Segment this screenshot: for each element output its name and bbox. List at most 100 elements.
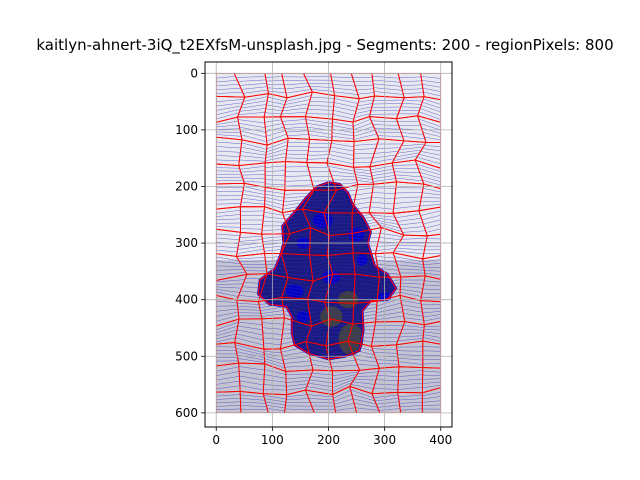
flow-line	[264, 358, 285, 365]
flow-line	[377, 245, 397, 247]
flow-line	[263, 245, 285, 249]
flow-line	[423, 219, 441, 225]
segment	[421, 367, 441, 394]
flow-line	[354, 171, 372, 175]
flow-line	[241, 197, 265, 202]
flow-line	[284, 408, 313, 411]
flow-line	[371, 158, 395, 163]
flow-line	[267, 96, 286, 102]
flow-line	[242, 190, 266, 195]
flow-line	[398, 357, 423, 361]
flow-line	[236, 333, 264, 341]
flow-line	[332, 371, 358, 377]
flow-line	[400, 106, 421, 108]
flow-line	[353, 307, 377, 312]
flow-line	[354, 269, 379, 275]
flow-line	[216, 272, 246, 276]
flow-line	[238, 366, 265, 371]
flow-line	[266, 133, 288, 142]
flow-line	[421, 80, 441, 84]
flow-line	[399, 401, 423, 404]
flow-line	[353, 122, 373, 130]
flow-line	[240, 210, 265, 212]
flow-line	[353, 133, 378, 140]
flow-line	[395, 260, 424, 265]
figure-title: kaitlyn-ahnert-3iQ_t2EXfsM-unsplash.jpg …	[36, 36, 613, 55]
flow-line	[239, 83, 267, 86]
flow-line	[400, 300, 422, 305]
flow-line	[241, 86, 268, 90]
flow-line	[394, 256, 424, 263]
flow-line	[285, 95, 312, 102]
flow-line	[329, 323, 353, 328]
flow-line	[309, 401, 335, 404]
flow-line	[424, 272, 441, 276]
flow-line	[264, 193, 285, 198]
flow-line	[308, 105, 334, 107]
flow-line	[376, 302, 402, 310]
flow-line	[403, 313, 424, 317]
flow-line	[398, 244, 425, 247]
flow-line	[398, 149, 421, 154]
flow-line	[398, 395, 423, 397]
flow-line	[216, 265, 242, 267]
flow-line	[372, 79, 401, 83]
flow-line	[378, 370, 399, 373]
flow-line	[420, 151, 441, 156]
flow-line	[305, 216, 326, 220]
flow-line	[334, 398, 354, 405]
flow-line	[422, 384, 441, 389]
flow-line	[378, 285, 401, 290]
flow-line	[422, 311, 441, 314]
flow-line	[216, 261, 240, 264]
flow-line	[350, 332, 374, 335]
flow-line	[423, 132, 441, 138]
flow-line	[422, 192, 441, 196]
flow-line	[285, 179, 312, 182]
flow-line	[262, 229, 289, 231]
flow-line	[243, 89, 268, 94]
flow-line	[243, 180, 266, 183]
flow-line	[239, 239, 263, 242]
flow-line	[421, 215, 441, 221]
flow-line	[332, 125, 354, 130]
flow-line	[240, 151, 267, 156]
flow-line	[354, 287, 379, 291]
flow-line	[216, 245, 238, 249]
flow-line	[333, 87, 357, 91]
flow-line	[283, 328, 310, 332]
flow-line	[285, 175, 311, 177]
flow-line	[332, 84, 356, 87]
y-tick-label: 500	[175, 349, 198, 363]
flow-line	[216, 120, 239, 125]
flow-line	[354, 277, 380, 283]
flow-line	[422, 396, 441, 400]
flow-line	[216, 167, 240, 169]
flow-line	[216, 394, 241, 397]
flow-line	[423, 252, 441, 255]
flow-line	[285, 283, 312, 289]
flow-line	[281, 111, 307, 115]
flow-line	[241, 134, 267, 142]
flow-line	[264, 374, 287, 379]
flow-line	[283, 79, 307, 82]
flow-line	[284, 184, 313, 187]
flow-line	[284, 126, 308, 129]
flow-line	[312, 192, 335, 195]
flow-line	[216, 300, 238, 303]
flow-line	[309, 250, 328, 252]
flow-line	[327, 250, 353, 252]
flow-line	[395, 177, 423, 182]
flow-line	[263, 216, 285, 220]
flow-line	[333, 389, 351, 399]
dark-region	[320, 306, 343, 327]
flow-line	[266, 404, 286, 409]
flow-line	[283, 355, 310, 360]
flow-line	[266, 104, 284, 108]
flow-line	[307, 158, 328, 160]
flow-line	[422, 87, 441, 92]
flow-line	[354, 265, 379, 271]
flow-line	[216, 159, 240, 162]
flow-line	[377, 263, 398, 267]
flow-line	[422, 363, 441, 365]
